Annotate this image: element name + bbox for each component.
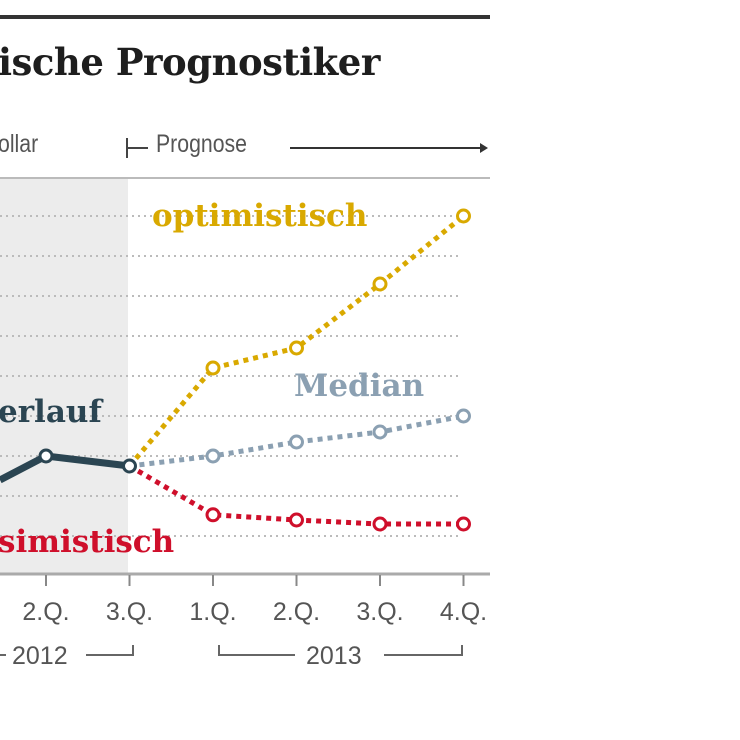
data-point-optimistisch xyxy=(205,360,221,376)
data-point-simistisch xyxy=(372,516,388,532)
data-point-Median xyxy=(372,424,388,440)
x-tick-label: 3.Q. xyxy=(106,598,153,626)
year-label-2013: 2013 xyxy=(306,642,362,670)
data-point-simistisch xyxy=(456,516,471,532)
forecast-label: Prognose xyxy=(156,130,247,158)
x-tick-label: 2.Q. xyxy=(273,598,320,626)
year-label-2012: 2012 xyxy=(12,642,68,670)
label-optimistisch: optimistisch xyxy=(152,198,367,234)
x-tick-label: 1.Q. xyxy=(189,598,236,626)
data-point-erlauf xyxy=(38,448,54,464)
series-line-Median xyxy=(129,413,464,469)
unit-label: ollar xyxy=(0,130,39,158)
label-pessimistisch: simistisch xyxy=(0,524,174,560)
data-point-Median xyxy=(205,448,221,464)
top-rule xyxy=(0,15,490,19)
history-shade xyxy=(0,179,128,573)
year-bracket-2012-right xyxy=(86,645,134,656)
forecast-arrow-head xyxy=(480,143,488,153)
chart-title: ische Prognostiker xyxy=(0,40,380,84)
data-point-Median xyxy=(456,408,471,424)
data-point-Median xyxy=(289,434,304,450)
x-tick-label: 2.Q. xyxy=(22,598,69,626)
label-verlauf: erlauf xyxy=(0,394,103,430)
year-bracket-2013-left xyxy=(218,645,295,656)
data-point-optimistisch xyxy=(456,208,471,224)
label-median: Median xyxy=(294,368,424,404)
data-point-simistisch xyxy=(205,507,221,523)
data-point-optimistisch xyxy=(289,340,304,356)
x-tick-label: 4.Q. xyxy=(440,598,487,626)
x-tick-label: 3.Q. xyxy=(356,598,403,626)
data-point-optimistisch xyxy=(372,276,388,292)
data-point-simistisch xyxy=(289,512,304,528)
data-point-erlauf xyxy=(122,458,137,474)
year-bracket-2013-right xyxy=(384,645,463,656)
